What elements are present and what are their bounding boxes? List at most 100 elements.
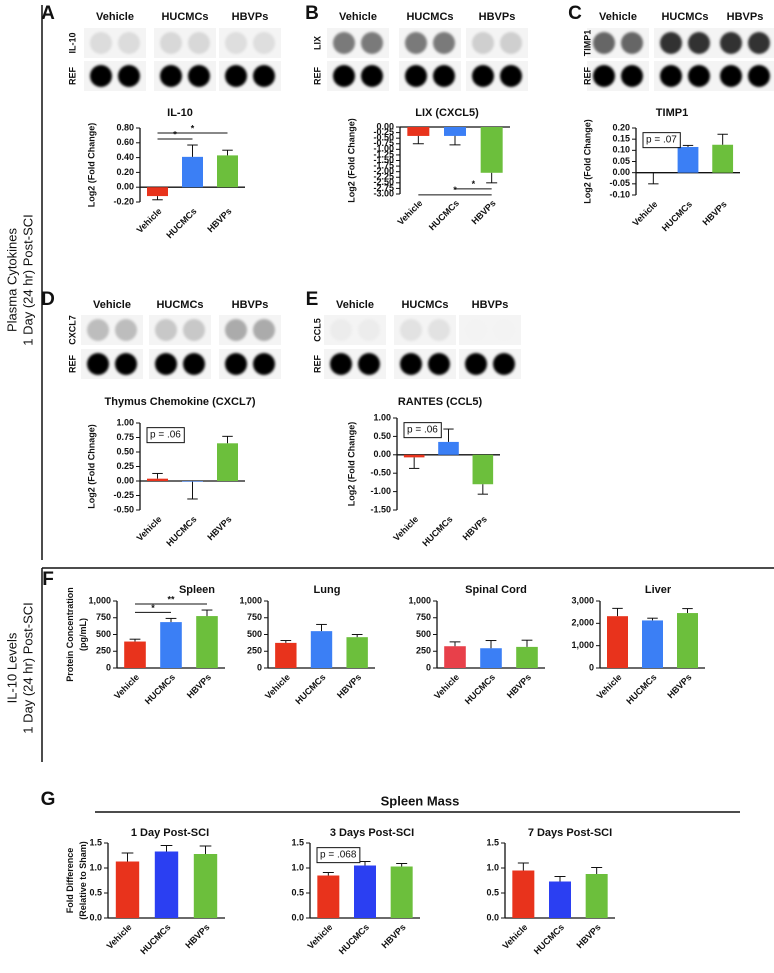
blot-dot xyxy=(621,65,643,87)
blot-header: HUCMCs xyxy=(161,11,208,23)
y-tick-label: 0.5 xyxy=(89,887,102,897)
annotation-box xyxy=(403,422,442,439)
blot-row-label: CCL5 xyxy=(312,318,322,342)
blot-header: Vehicle xyxy=(336,299,374,311)
y-tick-label: -2.50 xyxy=(373,177,394,187)
y-tick-label: 250 xyxy=(416,646,431,656)
y-tick-label: 0 xyxy=(589,662,594,672)
bar xyxy=(182,156,203,188)
bar xyxy=(677,613,698,668)
x-tick-label: HBVPs xyxy=(469,198,497,226)
y-tick-label: -0.10 xyxy=(609,189,630,199)
y-tick-label: -2.25 xyxy=(373,172,394,182)
blot-row-label: IL-10 xyxy=(67,32,77,53)
panel-letter: A xyxy=(41,3,55,24)
blot-dot xyxy=(472,65,494,87)
x-tick-label: HBVPs xyxy=(505,672,533,700)
annotation-box xyxy=(146,427,185,444)
y-tick-label: -3.00 xyxy=(373,188,394,198)
bar xyxy=(444,127,466,136)
x-tick-label: Vehicle xyxy=(112,672,141,701)
blot-dot xyxy=(155,319,177,341)
y-tick-label: -2.00 xyxy=(373,166,394,176)
x-tick-label: Vehicle xyxy=(432,672,461,701)
side-label: 1 Day (24 hr) Post-SCI xyxy=(20,214,35,346)
bar xyxy=(147,478,168,481)
blot-dot xyxy=(361,65,383,87)
annotation: p = .06 xyxy=(150,430,181,441)
blot-dot xyxy=(660,32,682,54)
bar xyxy=(115,861,140,918)
y-tick-label: -0.50 xyxy=(373,133,394,143)
blot-dot xyxy=(405,32,427,54)
blot-dot xyxy=(225,65,247,87)
bar xyxy=(642,620,663,668)
chart-title: Thymus Chemokine (CXCL7) xyxy=(105,396,256,408)
bar xyxy=(472,454,494,485)
y-tick-label: 0 xyxy=(426,662,431,672)
x-tick-label: Vehicle xyxy=(595,672,624,701)
y-tick-label: 0 xyxy=(257,662,262,672)
blot-dot xyxy=(428,319,450,341)
y-axis-label: Log2 (Fold Change) xyxy=(582,119,592,204)
significance-label: * xyxy=(151,603,155,613)
blot-header: HUCMCs xyxy=(401,299,448,311)
blot-dot xyxy=(115,353,137,375)
x-tick-label: HBVPs xyxy=(379,922,407,950)
chart-title: 7 Days Post-SCI xyxy=(528,827,612,839)
y-tick-label: -1.00 xyxy=(370,486,391,496)
bar xyxy=(516,646,538,668)
chart-title: Spleen xyxy=(179,584,215,596)
chart-title: LIX (CXCL5) xyxy=(415,107,479,119)
blot-row-label: REF xyxy=(312,354,322,373)
bar xyxy=(607,616,628,668)
bar xyxy=(512,870,535,918)
y-tick-label: 1.0 xyxy=(291,862,304,872)
chart-title: Lung xyxy=(314,584,341,596)
blot-dot xyxy=(433,32,455,54)
annotation: p = .068 xyxy=(320,850,357,861)
annotation: p = .07 xyxy=(646,135,677,146)
blot-header: HBVPs xyxy=(479,11,516,23)
x-tick-label: HUCMCs xyxy=(164,514,198,548)
blot-dot xyxy=(160,32,182,54)
x-tick-label: HUCMCs xyxy=(138,922,172,956)
chart-title: IL-10 xyxy=(167,107,193,119)
panel-letter: B xyxy=(305,3,319,24)
y-tick-label: 500 xyxy=(96,629,111,639)
y-tick-label: 1,000 xyxy=(571,640,594,650)
x-tick-label: HUCMCs xyxy=(420,514,454,548)
blot-dot xyxy=(400,353,422,375)
bar xyxy=(585,874,608,918)
y-tick-label: 1,000 xyxy=(239,595,262,605)
y-tick-label: -0.20 xyxy=(113,196,134,206)
x-tick-label: Vehicle xyxy=(395,198,424,227)
annotation-box xyxy=(316,847,361,864)
x-tick-label: HBVPs xyxy=(574,922,602,950)
bar xyxy=(480,648,502,668)
side-label: Plasma Cytokines xyxy=(4,227,19,332)
x-tick-label: Vehicle xyxy=(391,514,420,543)
y-tick-label: 0.60 xyxy=(116,137,134,147)
y-axis-label: (Relative to Sham) xyxy=(78,841,88,920)
panel-letter: C xyxy=(568,3,582,24)
blot-dot xyxy=(748,65,770,87)
blot-dot xyxy=(493,353,515,375)
blot-dot xyxy=(225,319,247,341)
y-axis-label: (pg/mL) xyxy=(78,618,88,651)
y-axis-label: Log2 (Fold Chnage) xyxy=(86,424,96,509)
blot-header: HBVPs xyxy=(232,11,269,23)
significance-label: ** xyxy=(167,594,175,604)
blot-dot xyxy=(155,353,177,375)
bar xyxy=(444,646,466,668)
y-tick-label: 750 xyxy=(416,612,431,622)
y-tick-label: 0.00 xyxy=(116,475,134,485)
y-tick-label: 750 xyxy=(96,612,111,622)
bar xyxy=(147,187,168,197)
bar xyxy=(438,441,459,455)
x-tick-label: HBVPs xyxy=(461,514,489,542)
blot-dot xyxy=(493,319,515,341)
x-tick-label: HUCMCs xyxy=(164,206,198,240)
y-tick-label: 0.50 xyxy=(116,446,134,456)
